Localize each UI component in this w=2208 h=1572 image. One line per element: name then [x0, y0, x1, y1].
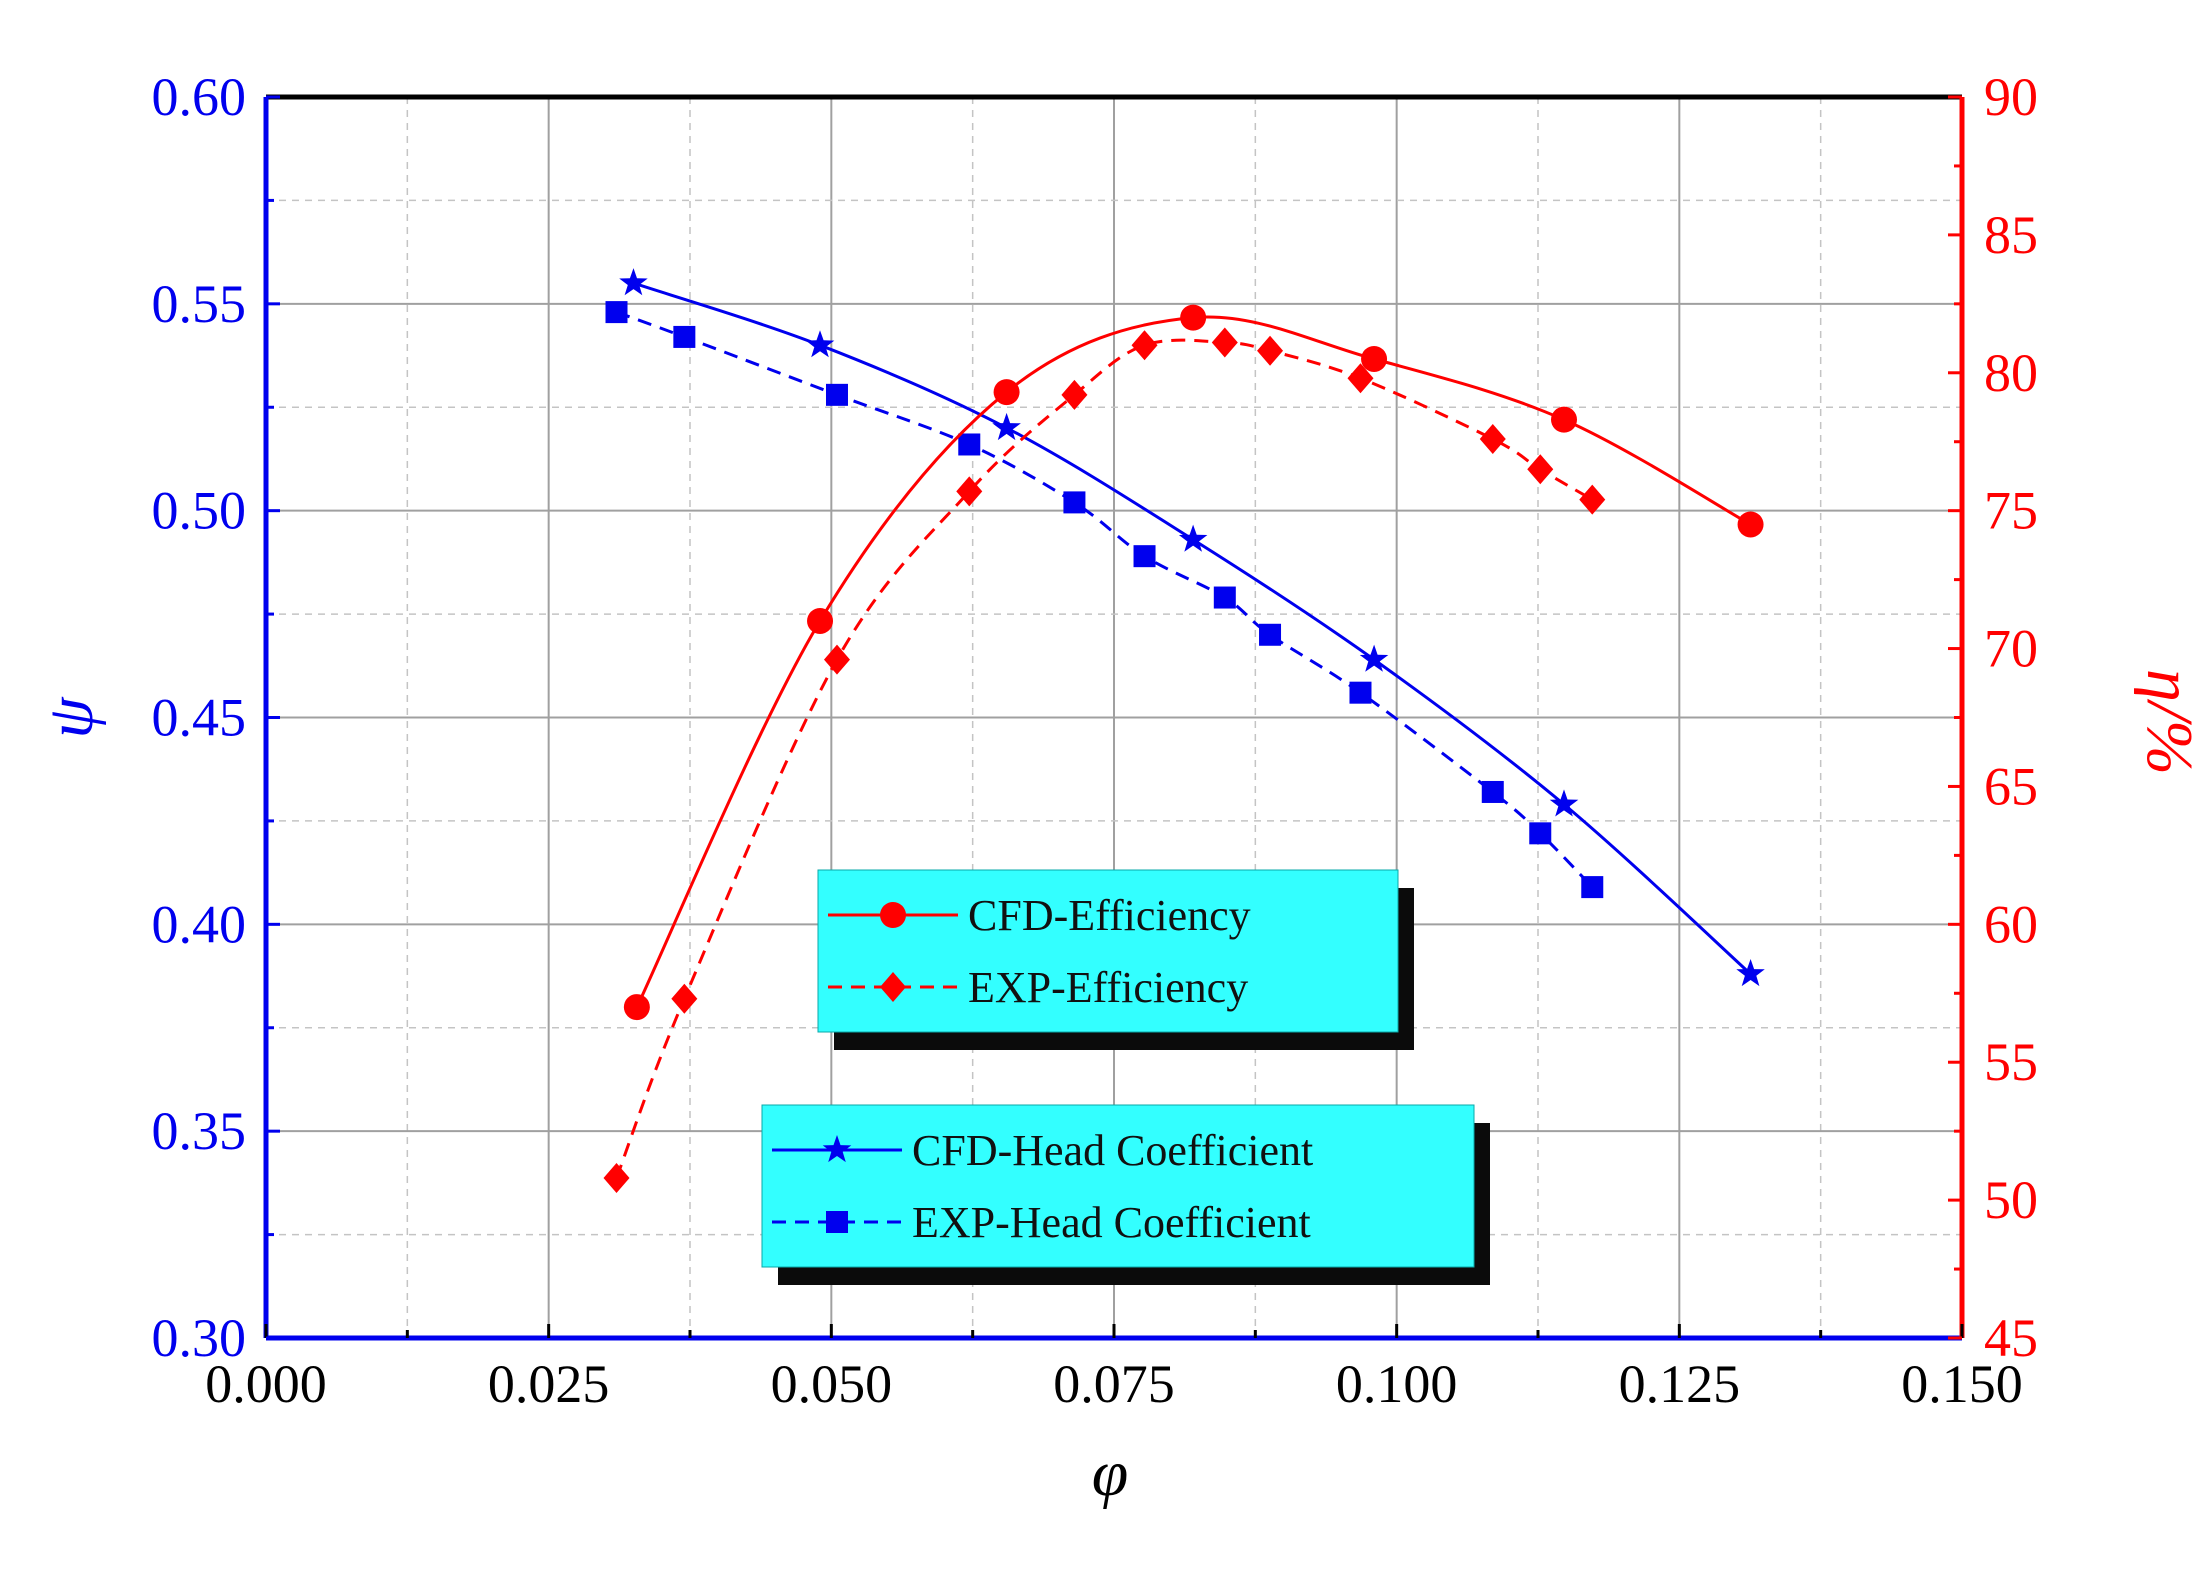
- ticks: 0.000 0.025 0.050 0.075 0.100 0.125 0.150 0.30 0…: [152, 67, 2039, 1414]
- y-right-tick-label: 90: [1984, 67, 2038, 127]
- data-point-exp-efficiency: [603, 1163, 630, 1194]
- y-right-tick-label: 55: [1984, 1032, 2038, 1092]
- legend-box: [817, 869, 1399, 1033]
- y-left-axis-label: ψ: [34, 697, 107, 739]
- data-point-cfd-head-coefficient: [992, 412, 1021, 441]
- data-point-cfd-efficiency: [1180, 304, 1207, 331]
- y-left-tick-label: 0.40: [152, 894, 247, 954]
- data-point-cfd-head-coefficient: [1359, 644, 1389, 672]
- series-line-exp-head-coefficient: [615, 310, 1594, 889]
- legends: CFD-Efficiency EXP-Efficiency CFD-Head Coe…: [761, 869, 1490, 1285]
- data-point-cfd-efficiency: [993, 379, 1020, 406]
- data-point-exp-efficiency: [1131, 330, 1158, 361]
- data-point-exp-head-coefficient: [605, 301, 628, 324]
- data-point-cfd-head-coefficient: [1736, 959, 1765, 987]
- legend-head-coefficient: CFD-Head Coefficient EXP-Head Coefficient: [761, 1104, 1490, 1285]
- y-right-tick-label: 80: [1984, 343, 2038, 403]
- data-point-cfd-efficiency: [1551, 406, 1578, 433]
- x-tick-label: 0.050: [771, 1354, 893, 1414]
- y-right-tick-label: 50: [1984, 1170, 2038, 1230]
- series-layer: [603, 268, 1765, 1194]
- data-point-cfd-head-coefficient: [1549, 789, 1579, 817]
- y-right-tick-label: 70: [1984, 619, 2038, 679]
- y-right-tick-label: 65: [1984, 756, 2038, 816]
- data-point-exp-head-coefficient: [1133, 545, 1156, 568]
- y-right-tick-label: 85: [1984, 205, 2038, 265]
- data-point-cfd-efficiency: [623, 994, 650, 1021]
- data-point-exp-head-coefficient: [1581, 876, 1604, 899]
- data-point-cfd-efficiency: [807, 607, 834, 634]
- series-cfd-head-coefficient: [619, 268, 1765, 987]
- x-tick-label: 0.000: [205, 1354, 327, 1414]
- legend-marker-exp-efficiency: [880, 972, 906, 1002]
- legend-marker-cfd-head-coefficient: [822, 1135, 852, 1163]
- legend-box: [761, 1104, 1475, 1268]
- data-point-exp-efficiency: [956, 476, 983, 507]
- data-point-exp-efficiency: [1579, 484, 1606, 515]
- series-cfd-efficiency: [623, 304, 1764, 1021]
- data-point-exp-efficiency: [1479, 423, 1506, 454]
- data-point-exp-head-coefficient: [1481, 780, 1504, 803]
- data-point-exp-head-coefficient: [673, 325, 696, 348]
- legend-efficiency: CFD-Efficiency EXP-Efficiency: [817, 869, 1414, 1050]
- series-exp-head-coefficient: [605, 301, 1604, 899]
- data-point-exp-head-coefficient: [825, 383, 848, 406]
- data-point-exp-head-coefficient: [958, 433, 981, 456]
- data-point-cfd-efficiency: [1361, 345, 1388, 372]
- series-line-exp-efficiency: [615, 338, 1594, 1179]
- y-left-tick-label: 0.55: [152, 274, 247, 334]
- legend-label-cfd-head-coefficient: CFD-Head Coefficient: [912, 1126, 1313, 1175]
- data-point-exp-head-coefficient: [1529, 822, 1552, 845]
- y-left-tick-label: 0.50: [152, 481, 247, 541]
- y-left-tick-label: 0.30: [152, 1308, 247, 1368]
- data-point-exp-efficiency: [1211, 327, 1238, 358]
- data-point-exp-head-coefficient: [1259, 623, 1282, 646]
- data-point-exp-efficiency: [671, 983, 698, 1014]
- data-point-exp-efficiency: [1257, 335, 1284, 366]
- y-left-tick-label: 0.35: [152, 1101, 247, 1161]
- data-point-cfd-head-coefficient: [619, 268, 648, 296]
- x-tick-label: 0.100: [1336, 1354, 1458, 1414]
- x-tick-label: 0.150: [1901, 1354, 2023, 1414]
- y-right-tick-label: 75: [1984, 481, 2038, 541]
- data-point-exp-efficiency: [823, 644, 850, 675]
- y-right-tick-label: 60: [1984, 894, 2038, 954]
- data-point-cfd-head-coefficient: [805, 330, 835, 358]
- y-left-tick-label: 0.45: [152, 688, 247, 748]
- x-tick-label: 0.125: [1619, 1354, 1741, 1414]
- data-point-exp-head-coefficient: [1213, 586, 1236, 609]
- y-right-axis-label: η/%: [2133, 669, 2206, 775]
- legend-label-cfd-efficiency: CFD-Efficiency: [968, 891, 1251, 940]
- legend-marker-cfd-efficiency: [880, 902, 906, 928]
- data-point-exp-efficiency: [1527, 454, 1554, 485]
- data-point-exp-efficiency: [1347, 363, 1374, 394]
- data-point-exp-efficiency: [1061, 379, 1088, 410]
- legend-marker-exp-head-coefficient: [826, 1211, 848, 1233]
- data-point-cfd-efficiency: [1737, 511, 1764, 538]
- data-point-exp-head-coefficient: [1063, 491, 1086, 514]
- y-left-tick-label: 0.60: [152, 67, 247, 127]
- series-exp-efficiency: [603, 327, 1606, 1194]
- x-axis-label: φ: [1092, 1437, 1129, 1510]
- legend-label-exp-head-coefficient: EXP-Head Coefficient: [912, 1198, 1311, 1247]
- legend-label-exp-efficiency: EXP-Efficiency: [968, 963, 1248, 1012]
- y-right-tick-label: 45: [1984, 1308, 2038, 1368]
- data-point-cfd-head-coefficient: [1178, 524, 1208, 552]
- x-tick-label: 0.075: [1053, 1354, 1175, 1414]
- data-point-exp-head-coefficient: [1349, 681, 1372, 704]
- x-tick-label: 0.025: [488, 1354, 610, 1414]
